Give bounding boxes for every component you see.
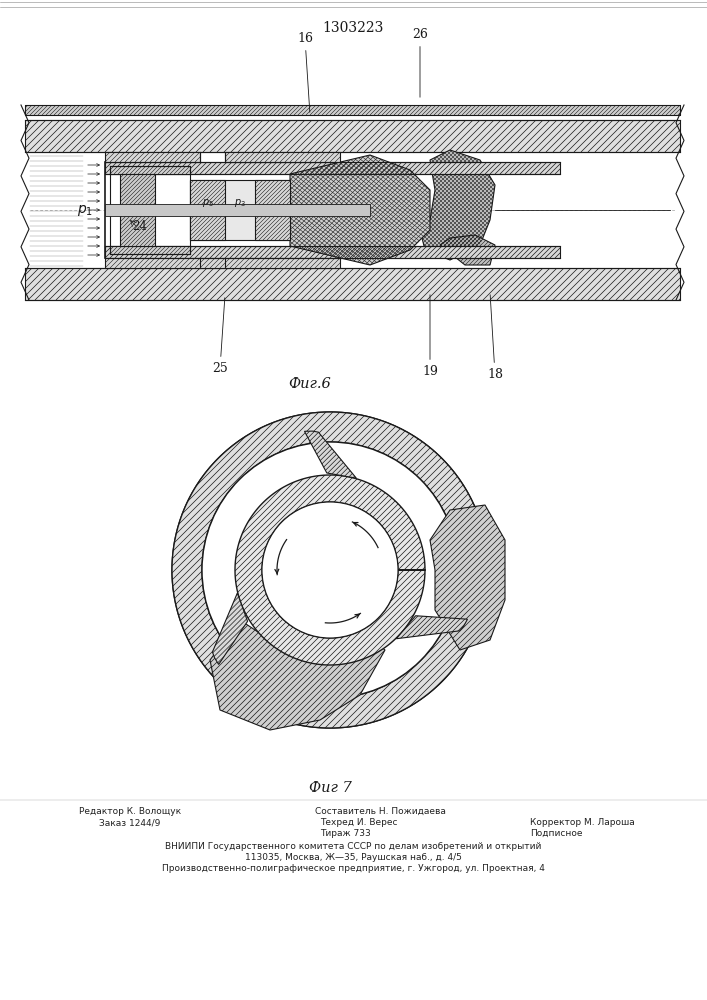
Text: $p_5$: $p_5$ — [202, 197, 214, 209]
Text: Фиг.6: Фиг.6 — [288, 377, 332, 391]
Polygon shape — [255, 180, 290, 240]
Bar — [190, 180, 290, 240]
Text: Составитель Н. Пожидаева: Составитель Н. Пожидаева — [315, 807, 445, 816]
Text: 24: 24 — [133, 220, 148, 233]
Polygon shape — [440, 235, 495, 265]
Polygon shape — [430, 505, 505, 650]
Text: ВНИИПИ Государственного комитета СССР по делам изобретений и открытий: ВНИИПИ Государственного комитета СССР по… — [165, 842, 541, 851]
Text: Техред И. Верес: Техред И. Верес — [320, 818, 397, 827]
Polygon shape — [397, 616, 467, 639]
Polygon shape — [190, 180, 225, 240]
Text: Фиг 7: Фиг 7 — [309, 781, 351, 795]
Text: 26: 26 — [412, 28, 428, 97]
Text: 25: 25 — [212, 298, 228, 375]
Text: 16: 16 — [297, 32, 313, 112]
Circle shape — [262, 502, 398, 638]
Polygon shape — [210, 620, 385, 730]
Text: Подписное: Подписное — [530, 829, 583, 838]
Polygon shape — [25, 105, 680, 115]
Text: 19: 19 — [422, 295, 438, 378]
Text: Корректор М. Лароша: Корректор М. Лароша — [530, 818, 635, 827]
Circle shape — [172, 412, 488, 728]
Polygon shape — [290, 155, 430, 265]
Polygon shape — [25, 120, 680, 152]
Text: 1303223: 1303223 — [322, 21, 384, 35]
Text: Тираж 733: Тираж 733 — [320, 829, 370, 838]
Bar — [105, 204, 370, 216]
Text: Заказ 1244/9: Заказ 1244/9 — [99, 818, 160, 827]
Text: 18: 18 — [487, 295, 503, 381]
Polygon shape — [420, 150, 495, 260]
Text: $p_3$: $p_3$ — [234, 197, 246, 209]
Polygon shape — [105, 162, 560, 174]
Polygon shape — [105, 152, 200, 162]
Polygon shape — [225, 152, 340, 162]
Polygon shape — [105, 246, 560, 258]
Text: 113035, Москва, Ж—35, Раушская наб., д. 4/5: 113035, Москва, Ж—35, Раушская наб., д. … — [245, 853, 462, 862]
Text: $p_1$: $p_1$ — [77, 202, 93, 218]
Text: Редактор К. Волощук: Редактор К. Волощук — [79, 807, 181, 816]
Polygon shape — [105, 258, 340, 268]
Polygon shape — [235, 475, 425, 665]
Polygon shape — [110, 166, 190, 174]
Text: Производственно-полиграфическое предприятие, г. Ужгород, ул. Проектная, 4: Производственно-полиграфическое предприя… — [162, 864, 544, 873]
Polygon shape — [120, 174, 155, 246]
Bar — [25, 152, 680, 268]
Polygon shape — [172, 412, 488, 728]
Polygon shape — [110, 246, 190, 254]
Polygon shape — [25, 268, 680, 300]
Polygon shape — [212, 593, 247, 664]
Circle shape — [202, 442, 458, 698]
Polygon shape — [305, 431, 356, 478]
